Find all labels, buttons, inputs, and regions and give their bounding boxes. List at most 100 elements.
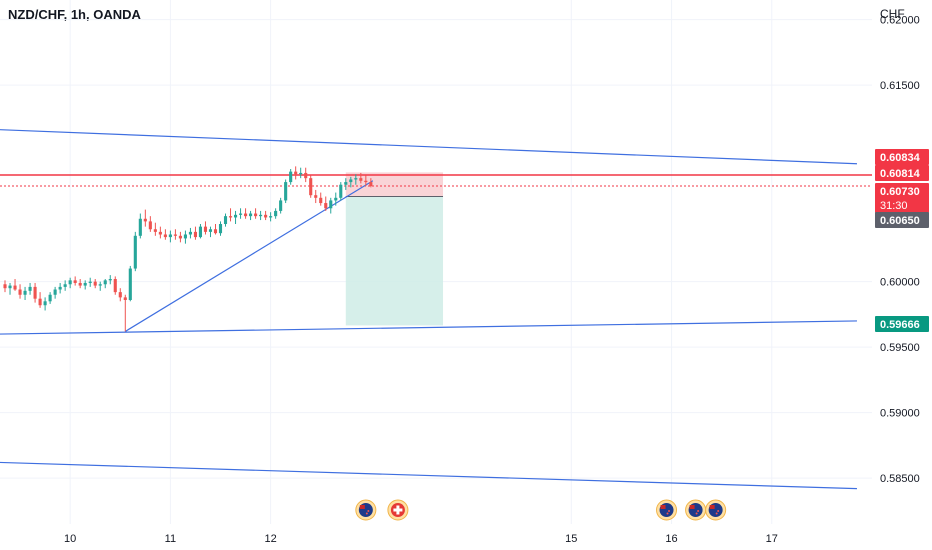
candlestick: [103, 279, 107, 289]
candlestick: [314, 189, 318, 204]
candle-body: [73, 280, 77, 283]
candlestick: [203, 221, 208, 235]
flag-union: [359, 505, 365, 509]
candle-body: [249, 213, 253, 217]
candlestick: [173, 229, 177, 240]
candlestick: [158, 226, 162, 239]
flag-star: [715, 512, 718, 515]
candlestick: [294, 166, 298, 180]
flag-star: [668, 510, 671, 512]
x-tick-label: 12: [264, 533, 276, 545]
candlestick: [304, 167, 308, 183]
trendline: [0, 129, 857, 165]
x-tick-label: 15: [565, 533, 577, 545]
candle-body: [83, 282, 87, 286]
y-tick-label: 0.61500: [880, 80, 920, 92]
candlestick: [63, 280, 67, 291]
candle-body: [23, 290, 27, 295]
candle-body: [8, 285, 12, 289]
candlestick: [153, 222, 157, 236]
candlestick: [163, 229, 167, 240]
candlestick: [198, 224, 203, 239]
candlestick: [133, 231, 137, 272]
candle-body: [269, 216, 273, 218]
symbol-title[interactable]: NZD/CHF, 1h, OANDA: [8, 7, 141, 22]
nz-flag-icon[interactable]: [355, 499, 377, 521]
candle-body: [168, 234, 172, 238]
candle-body: [33, 286, 37, 299]
candle-body: [354, 178, 358, 180]
candle-body: [153, 229, 157, 232]
candlestick: [369, 178, 373, 188]
candle-body: [93, 281, 97, 286]
candlestick: [349, 176, 353, 188]
take-profit-zone: [345, 196, 444, 326]
candle-body: [334, 197, 338, 201]
candle-body: [163, 234, 167, 238]
candle-body: [329, 200, 333, 209]
nz-flag-icon[interactable]: [705, 499, 727, 521]
candle-body: [193, 231, 198, 238]
x-tick-label: 16: [665, 533, 677, 545]
candle-body: [148, 221, 152, 230]
price-label-badge: [875, 316, 929, 332]
candle-body: [223, 216, 228, 225]
flag-star: [365, 512, 368, 515]
candle-body: [314, 195, 318, 198]
candle-body: [299, 172, 303, 175]
candlestick: [123, 294, 127, 332]
candle-body: [28, 286, 32, 291]
flag-star: [367, 510, 370, 512]
candlestick: [23, 286, 27, 300]
flag-cross-h: [393, 508, 403, 512]
candlestick: [58, 282, 62, 294]
candlestick: [193, 226, 198, 240]
candle-body: [188, 231, 192, 235]
x-tick-label: 10: [64, 533, 76, 545]
candlestick: [3, 280, 7, 293]
candle-body: [108, 279, 112, 281]
candle-body: [208, 229, 213, 232]
candle-body: [274, 210, 278, 217]
ch-flag-icon[interactable]: [387, 499, 409, 521]
flag-star: [717, 510, 720, 512]
candle-body: [173, 234, 177, 236]
flag-star: [697, 510, 700, 512]
candle-body: [339, 184, 343, 198]
nz-flag-icon[interactable]: [656, 499, 678, 521]
candlestick: [188, 227, 192, 239]
candlestick: [289, 168, 293, 185]
nz-flag-icon[interactable]: [685, 499, 707, 521]
candle-body: [213, 229, 218, 234]
candlestick: [73, 276, 77, 286]
candlestick: [138, 213, 142, 239]
candlestick: [354, 174, 358, 185]
candle-body: [43, 301, 47, 306]
candle-body: [364, 180, 368, 183]
price-label-text: 0.60650: [880, 215, 920, 227]
candle-body: [3, 284, 7, 289]
x-tick-label: 11: [165, 533, 176, 545]
candlestick: [264, 210, 268, 221]
candlestick: [284, 179, 288, 204]
candle-body: [138, 218, 142, 236]
price-label-badge: [875, 183, 929, 213]
candlestick: [88, 277, 92, 287]
candlestick: [78, 279, 82, 289]
candle-body: [183, 234, 187, 239]
candlestick: [319, 192, 323, 206]
stop-loss-zone: [345, 172, 444, 197]
candlestick: [254, 208, 258, 219]
candle-body: [113, 279, 117, 293]
candlestick: [259, 210, 263, 221]
candlestick: [233, 210, 238, 225]
price-label-text: 0.60814: [880, 168, 921, 180]
candlestick: [359, 172, 363, 184]
candle-body: [304, 172, 308, 179]
candle-body: [324, 203, 328, 209]
candle-body: [123, 297, 127, 300]
candlestick: [334, 192, 338, 206]
candlestick: [33, 282, 37, 303]
candle-body: [53, 289, 57, 295]
